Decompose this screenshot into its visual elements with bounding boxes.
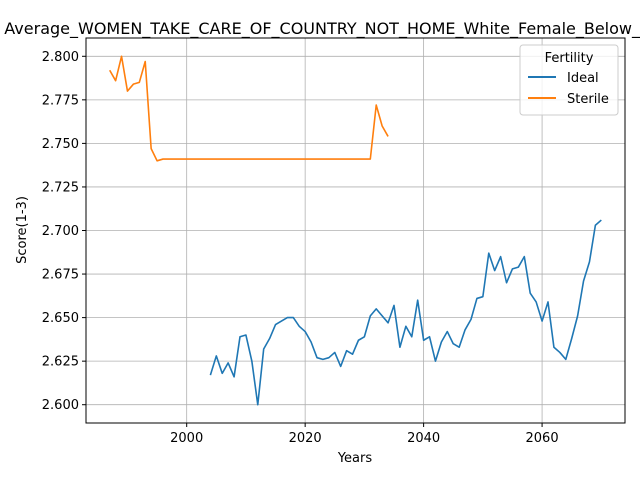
grid-lines	[86, 38, 625, 423]
y-tick-label: 2.775	[42, 93, 79, 108]
x-tick-label: 2060	[526, 431, 559, 446]
series-line-ideal	[209, 219, 602, 406]
x-tick-label: 2000	[170, 431, 203, 446]
y-tick-label: 2.700	[42, 224, 79, 239]
y-tick-label: 2.725	[42, 180, 79, 195]
legend-label-sterile: Sterile	[567, 92, 609, 107]
legend-label-ideal: Ideal	[567, 71, 599, 86]
y-tick-label: 2.800	[42, 50, 79, 65]
y-tick-label: 2.650	[42, 311, 79, 326]
y-axis-ticks: 2.600 2.625 2.650 2.675 2.700 2.725 2.750 2.775…	[42, 50, 86, 413]
y-tick-label: 2.600	[42, 398, 79, 413]
series-line-sterile	[108, 55, 389, 162]
legend-title: Fertility	[545, 51, 594, 66]
x-axis-label: Years	[337, 451, 373, 466]
x-axis-ticks: 2000 2020 2040 2060	[170, 423, 559, 446]
x-tick-label: 2020	[289, 431, 322, 446]
y-tick-label: 2.675	[42, 268, 79, 283]
y-axis-label: Score(1-3)	[15, 196, 30, 264]
y-tick-label: 2.625	[42, 355, 79, 370]
legend: Fertility Ideal Sterile	[519, 44, 619, 116]
chart-title: Average_WOMEN_TAKE_CARE_OF_COUNTRY_NOT_H…	[4, 19, 640, 39]
x-tick-label: 2040	[407, 431, 440, 446]
series-layer	[108, 55, 602, 406]
y-tick-label: 2.750	[42, 137, 79, 152]
